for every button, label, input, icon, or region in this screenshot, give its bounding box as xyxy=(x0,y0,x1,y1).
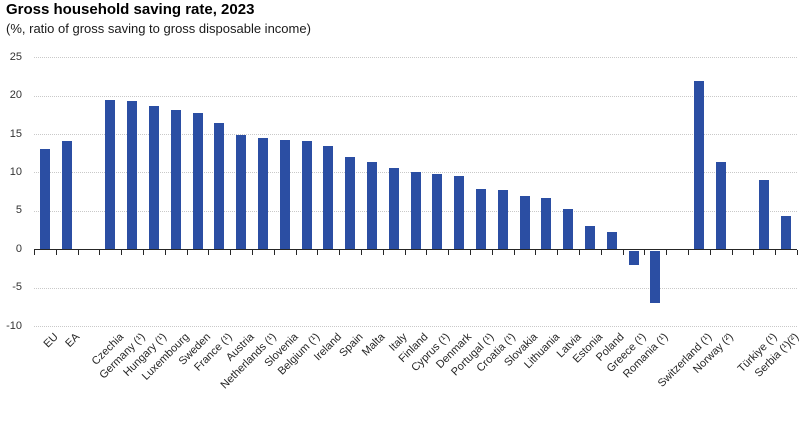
x-axis-tick xyxy=(513,250,515,256)
bar-slovenia xyxy=(279,140,290,250)
bar-sweden xyxy=(192,112,203,250)
bar-slovakia xyxy=(519,195,530,250)
x-label-eu: EU xyxy=(41,331,61,351)
x-axis-tick xyxy=(164,250,166,256)
x-axis-tick xyxy=(208,250,210,256)
bar-malta xyxy=(366,161,377,250)
y-axis-label-25: 25 xyxy=(9,50,22,63)
bar-germany xyxy=(127,101,138,250)
x-axis-tick xyxy=(361,250,362,256)
bar-portugal xyxy=(475,188,486,250)
x-axis-tick xyxy=(186,250,188,256)
y-axis-label--10: -10 xyxy=(6,319,22,332)
x-axis-tick xyxy=(273,250,275,256)
bar-ea xyxy=(61,140,72,250)
x-axis-tick xyxy=(557,250,559,256)
y-axis-label-10: 10 xyxy=(9,165,22,178)
bar-latvia xyxy=(563,208,574,250)
gridline--10 xyxy=(34,326,797,328)
bar-norway xyxy=(715,161,726,250)
x-axis-tick xyxy=(470,250,471,256)
y-axis-label--5: -5 xyxy=(12,281,22,294)
x-axis-tick xyxy=(644,250,646,256)
x-axis-tick xyxy=(339,250,341,256)
x-axis-tick xyxy=(317,250,319,256)
bar-lithuania xyxy=(541,197,552,250)
chart-subtitle: (%, ratio of gross saving to gross dispo… xyxy=(6,21,311,36)
x-axis-tick xyxy=(753,250,755,256)
y-axis-label-0: 0 xyxy=(15,242,22,255)
x-label-ea: EA xyxy=(63,331,83,350)
x-axis-tick xyxy=(448,250,450,256)
x-axis-tick xyxy=(579,250,580,256)
bar-eu xyxy=(39,148,50,250)
x-axis-tick xyxy=(99,250,101,256)
x-label-spain: Spain xyxy=(337,331,366,360)
x-axis-tick xyxy=(731,250,733,256)
gridline-15 xyxy=(34,134,797,135)
gridline--5 xyxy=(34,287,797,289)
x-axis-tick xyxy=(121,250,123,256)
bar-netherlands xyxy=(257,137,268,250)
bar-belgium xyxy=(301,140,312,250)
y-axis-label-5: 5 xyxy=(15,204,22,217)
x-axis-tick xyxy=(666,250,668,256)
x-axis-tick xyxy=(775,250,777,256)
x-axis-tick xyxy=(404,250,406,256)
x-axis-tick xyxy=(491,250,493,256)
x-axis-tick xyxy=(55,250,57,256)
bar-austria xyxy=(236,134,247,250)
bar-estonia xyxy=(584,226,595,250)
y-axis-label-20: 20 xyxy=(9,89,22,102)
bar-romania xyxy=(650,250,661,304)
x-axis-tick xyxy=(77,250,79,256)
bar-croatia xyxy=(497,190,508,250)
chart-title: Gross household saving rate, 2023 xyxy=(6,1,255,18)
x-axis-tick xyxy=(426,250,428,256)
x-axis-line xyxy=(34,249,797,251)
bar-czechia xyxy=(105,100,116,250)
x-axis-tick xyxy=(622,250,624,256)
x-axis-tick xyxy=(535,250,537,256)
x-axis-tick xyxy=(252,250,253,256)
bar-italy xyxy=(388,167,399,250)
x-axis-tick xyxy=(797,250,798,256)
bar-luxembourg xyxy=(170,110,181,250)
bar-poland xyxy=(606,231,617,250)
x-axis-tick xyxy=(230,250,232,256)
bar-serbia xyxy=(781,216,792,250)
bar-france xyxy=(214,122,225,250)
x-axis-tick xyxy=(34,250,35,256)
bar-finland xyxy=(410,172,421,250)
x-axis-tick xyxy=(382,250,384,256)
bar-denmark xyxy=(454,175,465,250)
y-axis-label-15: 15 xyxy=(9,127,22,140)
x-axis-tick xyxy=(143,250,144,256)
gridline-20 xyxy=(34,95,797,97)
bar-switzerland xyxy=(693,81,704,250)
bar-cyprus xyxy=(432,174,443,250)
x-axis-tick xyxy=(709,250,711,256)
x-axis-tick xyxy=(688,250,689,256)
x-axis-tick xyxy=(600,250,602,256)
bar-spain xyxy=(345,157,356,250)
bar-greece xyxy=(628,250,639,266)
bar-t-rkiye xyxy=(759,180,770,250)
x-axis-tick xyxy=(295,250,297,256)
bar-ireland xyxy=(323,146,334,250)
bar-hungary xyxy=(148,105,159,250)
x-label-malta: Malta xyxy=(359,331,388,359)
gridline-25 xyxy=(34,57,797,59)
